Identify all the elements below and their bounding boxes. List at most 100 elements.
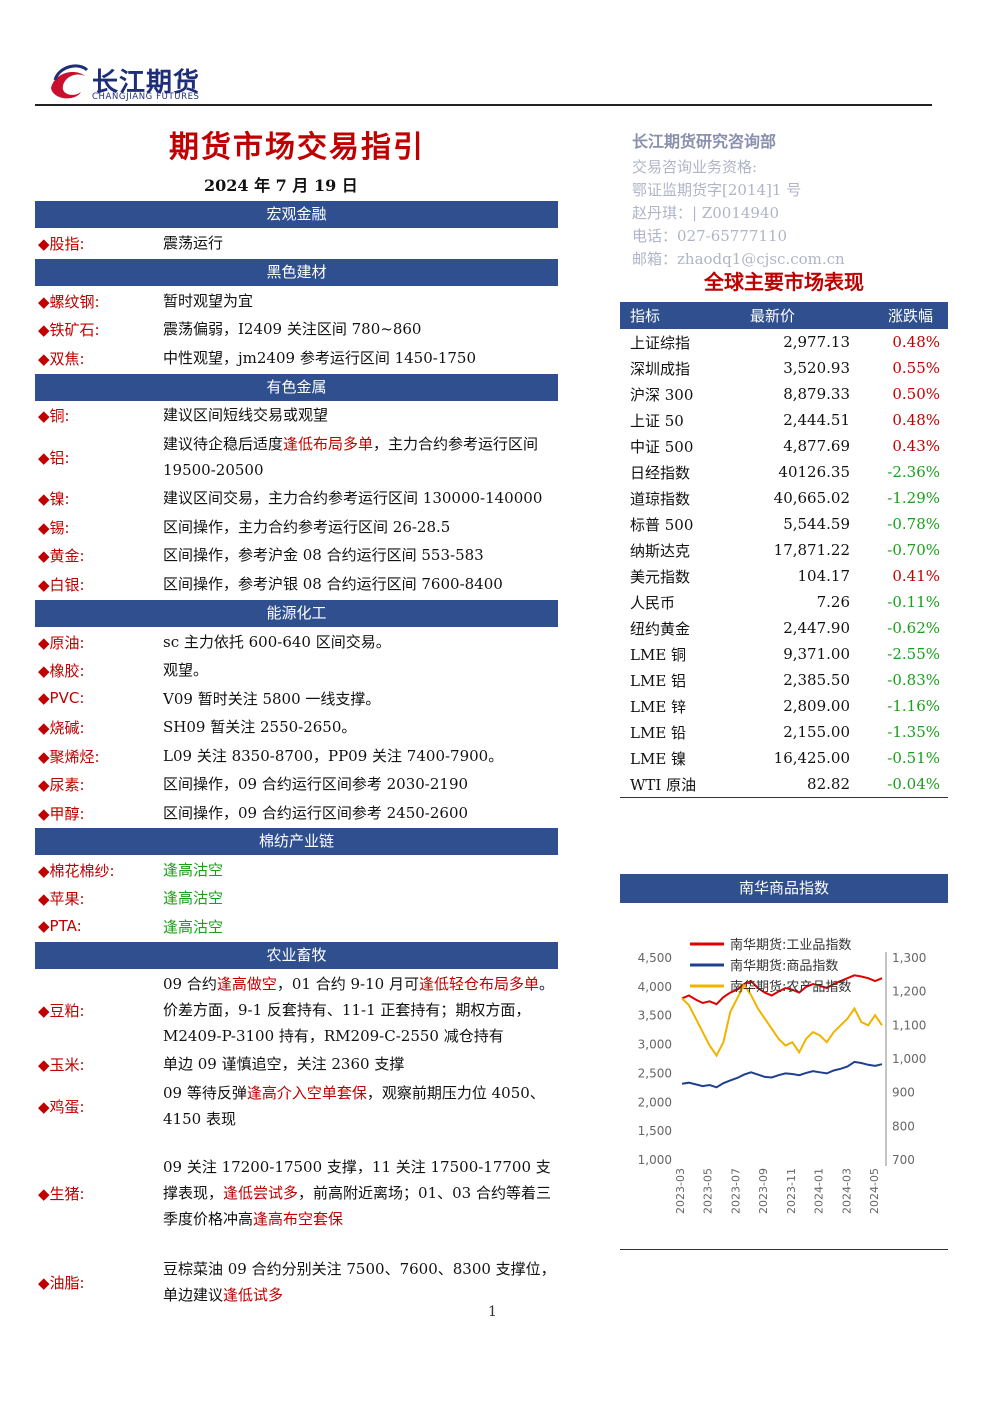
page-title: 期货市场交易指引 [169,130,425,165]
item-text: sc 主力依托 600-640 区间交易。 [163,633,391,651]
y-left-tick-label: 3,500 [638,1009,672,1023]
section-cotton-chain: 棉纺产业链 [35,828,558,855]
item-text: 暂时观望为宜 [163,292,254,310]
item-label: ◆螺纹钢: [38,293,100,311]
text-part: ，主力合约参考运行区间 19500-20500 [163,435,539,479]
table-row: 沪深 300 8,879.33 0.50% [620,381,948,407]
contact-phone: 电话：027-65777110 [632,227,788,245]
item-label: ◆鸡蛋: [38,1098,85,1116]
series-line [681,982,883,1058]
item-label: ◆油脂: [38,1274,85,1292]
cell-change: -1.29% [887,489,940,507]
item-label: ◆烧碱: [38,719,85,737]
company-logo [45,58,245,106]
cell-price: 2,444.51 [783,411,850,429]
nanhua-index-chart: 4,500 4,000 3,500 3,000 2,500 2,000 1,500 1,000… [638,937,927,1214]
item-text: 区间操作，主力合约参考运行区间 26-28.5 [163,518,451,536]
chart-bottom-divider [620,1249,948,1250]
item-text: 豆棕菜油 09 合约分别关注 7500、7600、8300 支撑位，单边建议逢低… [163,1256,558,1308]
cell-change: -2.36% [887,463,940,481]
market-table-title: 全球主要市场表现 [704,270,864,294]
cell-price: 2,385.50 [783,671,850,689]
text-part: 09 合约 [163,975,217,993]
item-label: ◆尿素: [38,776,85,794]
cell-name: LME 铜 [630,645,687,664]
item-label: ◆生猪: [38,1185,85,1203]
highlight-text: 逢高做空 [216,975,277,993]
y-left-tick-label: 3,000 [638,1038,672,1052]
item-label: ◆铁矿石: [38,321,100,339]
table-row: LME 镍 16,425.00 -0.51% [620,745,948,771]
contact-analyst: 赵丹琪：| Z0014940 [632,204,780,222]
table-row: LME 锌 2,809.00 -1.16% [620,693,948,719]
item-text: 逢高沽空 [163,918,224,936]
y-right-tick-label: 1,300 [892,951,926,965]
logo-mark-icon [51,64,89,99]
legend-label: 南华期货:商品指数 [730,958,838,974]
cell-name: LME 铅 [630,723,687,742]
text-part: 09 等待反弹 [163,1084,247,1102]
cell-name: 上证 50 [630,411,684,430]
cell-change: -0.11% [887,593,940,611]
page-number: 1 [488,1304,497,1320]
x-tick-label: 2024-05 [868,1168,881,1214]
item-label: ◆双焦: [38,350,85,368]
cell-change: 0.41% [892,567,940,585]
table-row: WTI 原油 82.82 -0.04% [620,771,948,798]
item-text: 逢高沽空 [163,861,224,879]
cell-name: 上证综指 [630,333,691,352]
item-label: ◆甲醇: [38,805,85,823]
y-right-tick-label: 900 [892,1086,915,1100]
section-energy: 能源化工 [35,600,558,627]
highlight-text: 逢高介入空单套保 [246,1084,367,1102]
cell-price: 2,977.13 [783,333,850,351]
item-text: 震荡偏弱，I2409 关注区间 780~860 [163,320,422,338]
cell-change: -0.83% [887,671,940,689]
y-right-tick-label: 1,100 [892,1018,926,1032]
item-label: ◆白银: [38,576,85,594]
cell-name: 美元指数 [630,567,691,586]
cell-change: 0.48% [892,333,940,351]
cell-change: -0.62% [887,619,940,637]
x-tick-label: 2023-11 [785,1168,798,1214]
item-text: 区间操作，参考沪银 08 合约运行区间 7600-8400 [163,575,503,593]
x-tick-label: 2023-07 [729,1168,742,1214]
section-nonferrous: 有色金属 [35,374,558,401]
cell-change: -2.55% [887,645,940,663]
item-text: 区间操作，09 合约运行区间参考 2030-2190 [163,775,469,793]
y-left-tick-label: 2,000 [638,1095,672,1109]
item-text: SH09 暂关注 2550-2650。 [163,718,357,736]
highlight-text: 逢低轻仓布局多单 [418,975,539,993]
table-row: LME 铝 2,385.50 -0.83% [620,667,948,693]
table-row: 人民币 7.26 -0.11% [620,589,948,615]
col-header-change: 涨跌幅 [860,302,948,329]
item-text: 震荡运行 [163,234,224,252]
logo-chinese-name: 长江期货 [92,68,201,98]
contact-email: 邮箱：zhaodq1@cjsc.com.cn [632,250,845,268]
item-label: ◆聚烯烃: [38,748,100,766]
cell-name: 纳斯达克 [630,541,691,560]
text-part: ，前高附近离场；01、03 合约等着三季度价格冲高 [163,1184,551,1228]
cell-change: 0.50% [892,385,940,403]
cell-name: LME 镍 [630,749,687,768]
series-line [681,974,883,1006]
cell-price: 40,665.02 [773,489,850,507]
item-text: 逢高沽空 [163,889,224,907]
cell-name: 日经指数 [630,463,691,482]
text-part: ，观察前期压力位 4050、4150 表现 [163,1084,545,1128]
cell-change: -1.35% [887,723,940,741]
item-label: ◆铝: [38,449,70,467]
y-left-tick-label: 4,000 [638,980,672,994]
text-part: ，01 合约 9-10 月可 [276,975,419,993]
item-text: 区间操作，09 合约运行区间参考 2450-2600 [163,804,469,822]
x-tick-label: 2024-03 [840,1168,853,1214]
table-row: 道琼指数 40,665.02 -1.29% [620,485,948,511]
cell-price: 2,155.00 [783,723,850,741]
item-text: 09 合约逢高做空，01 合约 9-10 月可逢低轻仓布局多单。价差方面，9-1… [163,971,558,1049]
item-label: ◆股指: [38,235,85,253]
cell-name: 中证 500 [630,437,694,456]
report-date: 2024 年 7 月 19 日 [204,176,358,195]
section-macro: 宏观金融 [35,201,558,228]
cell-name: LME 锌 [630,697,687,716]
contact-license: 鄂证监期货字[2014]1 号 [632,181,802,199]
